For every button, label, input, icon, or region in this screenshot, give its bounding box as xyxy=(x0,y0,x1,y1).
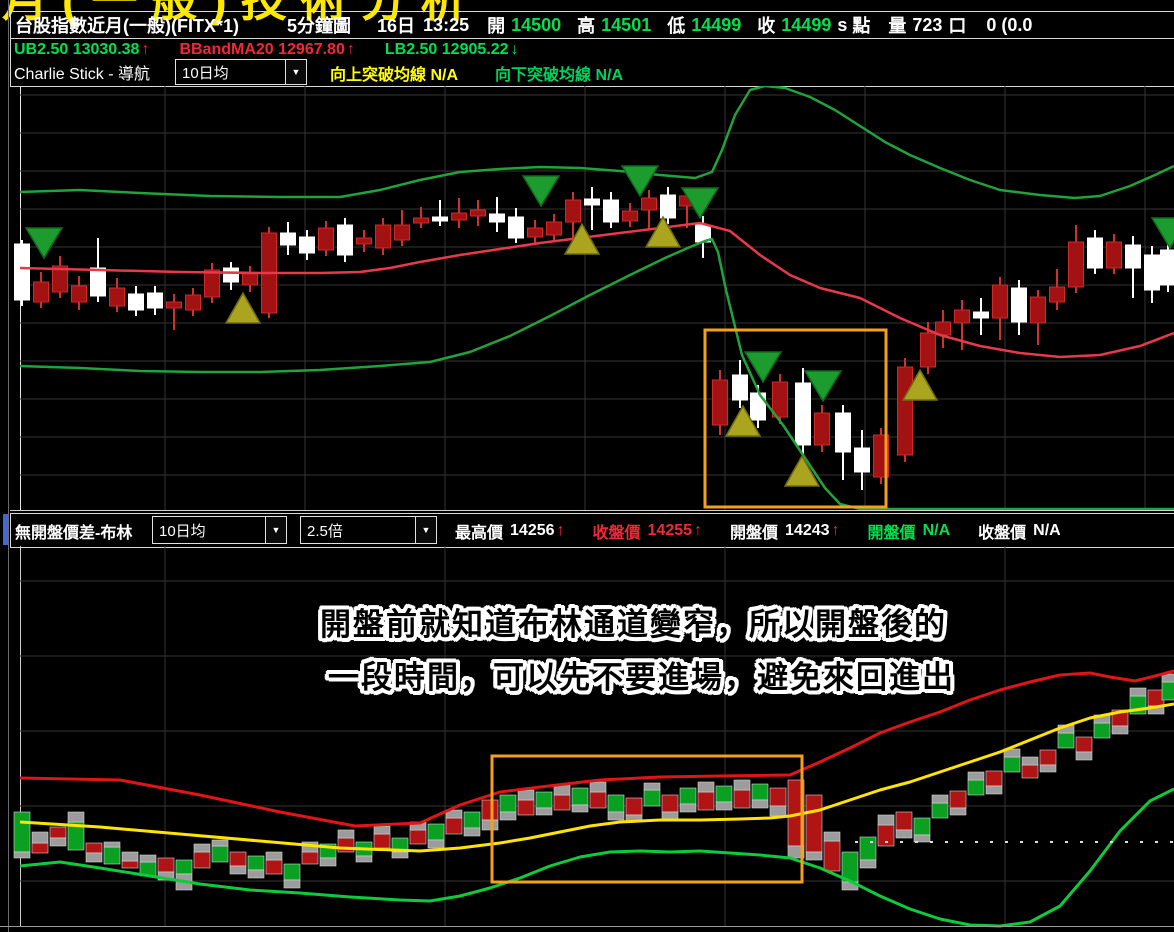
panel-divider xyxy=(10,510,1174,511)
text-token: UB2.50 13030.38 xyxy=(14,41,140,58)
quote-bar: 台股指數近月(一般)(FITX*1) 5分鐘圖 16日 13:25 開 14500 高 145… xyxy=(10,11,1174,39)
text-token: 開盤價 xyxy=(867,525,916,542)
band-multiplier-value: 2.5倍 xyxy=(307,522,343,540)
top-chart-canvas xyxy=(14,86,1174,510)
text-token: 開盤價 xyxy=(730,525,779,542)
price-stats: 最高價 14256 ↑ 收盤價 14255 ↑ 開盤價 14243 ↑ 開盤價 N/A 收盤價 N/A xyxy=(455,519,1061,543)
annotation-line2: 一段時間，可以先不要進場，避免來回進出 xyxy=(328,660,955,695)
down-break-label: 向下突破均線 N/A xyxy=(495,67,624,84)
bottom-ma-dropdown[interactable]: 10日均 ▼ xyxy=(152,516,287,544)
navigator-bar: Charlie Stick - 導航 xyxy=(14,60,1164,84)
chevron-down-icon[interactable]: ▼ xyxy=(285,60,306,84)
text-token: 13:25 xyxy=(423,14,470,35)
ma-period-dropdown[interactable]: 10日均 ▼ xyxy=(175,59,307,85)
text-token: ↑ xyxy=(556,522,565,539)
text-token: s xyxy=(837,14,848,35)
text-token: 量 xyxy=(888,16,907,36)
text-token: 14255 xyxy=(647,522,693,539)
bottom-panel-accent xyxy=(3,514,8,545)
text-token: 點 xyxy=(852,16,871,36)
text-token: 台股指數近月(一般)(FITX*1) xyxy=(15,16,239,36)
text-token: 14501 xyxy=(601,14,652,35)
text-token: ↑ xyxy=(694,522,703,539)
text-token: 14243 xyxy=(785,522,830,539)
text-token: 低 xyxy=(667,16,686,36)
chevron-down-icon[interactable]: ▼ xyxy=(265,517,286,543)
text-token: 16日 xyxy=(377,16,416,36)
text-token: 14500 xyxy=(511,14,562,35)
text-token: ↓ xyxy=(510,41,519,58)
text-token: 14256 xyxy=(510,522,555,539)
text-token: 收盤價 xyxy=(978,525,1027,542)
annotation-line1: 開盤前就知道布林通道變窄，所以開盤後的 xyxy=(320,607,947,642)
bottom-panel-header: 無開盤價差-布林 xyxy=(10,513,1174,548)
up-break-label: 向上突破均線 N/A xyxy=(330,67,459,84)
bollinger-indicator-bar: UB2.50 13030.38 ↑ BBandMA20 12967.80 ↑ LB2.5… xyxy=(14,40,1164,60)
text-token: 收 xyxy=(757,16,776,36)
window-title-clipped: 月(一般)技術分析 xyxy=(2,0,481,26)
bottom-ma-value: 10日均 xyxy=(159,522,206,540)
ma-period-value: 10日均 xyxy=(182,64,229,82)
panel-left-border xyxy=(8,0,9,932)
text-token: LB2.50 12905.22 xyxy=(384,41,509,58)
bottom-chart-left-border xyxy=(20,546,21,926)
text-token: 5分鐘圖 xyxy=(287,16,352,36)
text-token: N/A xyxy=(1033,522,1061,539)
text-token: ↑ xyxy=(141,41,150,58)
text-token: N/A xyxy=(922,522,951,539)
text-token: 開 xyxy=(487,16,506,36)
text-token: ↑ xyxy=(346,41,355,58)
text-token: 高 xyxy=(577,16,596,36)
text-token: ↑ xyxy=(831,522,840,539)
text-token: 口 xyxy=(948,16,967,36)
band-multiplier-dropdown[interactable]: 2.5倍 ▼ xyxy=(300,516,437,544)
chevron-down-icon[interactable]: ▼ xyxy=(415,517,436,543)
bottom-chart-canvas xyxy=(13,546,1174,928)
text-token: 14499 xyxy=(781,14,832,35)
text-token: 0 (0.0 xyxy=(986,14,1033,35)
strategy-name-label: Charlie Stick - 導航 xyxy=(14,66,151,83)
text-token: 收盤價 xyxy=(592,525,641,542)
bottom-border xyxy=(0,926,1174,927)
indicator-rows-border xyxy=(10,37,1174,87)
text-token: 14499 xyxy=(691,14,742,35)
text-token: BBandMA20 12967.80 xyxy=(179,41,345,58)
text-token: 723 xyxy=(912,14,943,35)
text-token: 最高價 xyxy=(455,525,504,542)
bottom-panel-title: 無開盤價差-布林 xyxy=(15,524,133,542)
